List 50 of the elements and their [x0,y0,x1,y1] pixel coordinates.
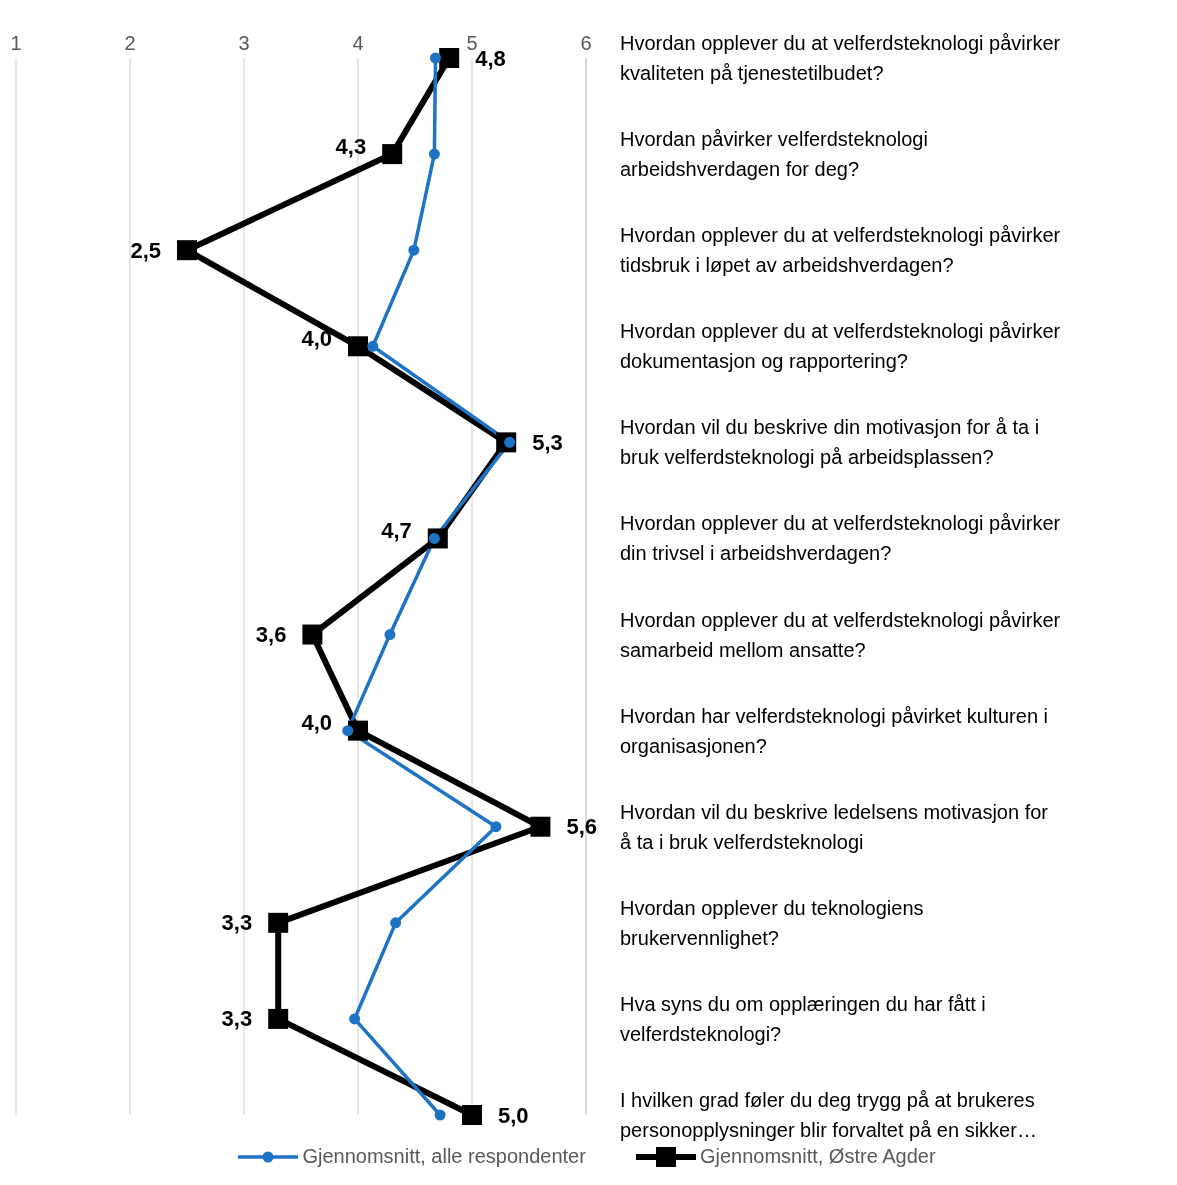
y-tick-label: Hvordan vil du beskrive ledelsens motivasjon for å ta i bruk velferdsteknologi [620,800,1049,853]
data-label: 4,3 [335,133,367,159]
point [390,917,402,929]
data-label: 3,3 [221,1006,253,1032]
point [367,340,379,352]
y-tick-label: I hvilken grad føler du deg trygg på at brukeres personopplysninger blir forvaltet på en sikker… [620,1089,1037,1141]
point [268,1008,289,1029]
point [342,725,354,737]
x-tick-label: 3 [238,32,250,54]
point [302,624,323,645]
x-tick-label: 5 [466,32,478,54]
point [348,336,368,357]
y-tick-label: Hvordan har velferdsteknologi påvirket kulturen i organisasjonen? [620,704,1048,757]
y-tick-label: Hvordan opplever du at velferdsteknologi påvirker kvaliteten på tjenestetilbudet? [620,32,1061,84]
point [434,1109,446,1121]
y-tick-label: Hvordan opplever du at velferdsteknologi påvirker tidsbruk i løpet av arbeidshverdagen? [620,224,1061,277]
point [384,629,396,641]
y-tick-label: Hvordan vil du beskrive din motivasjon for å ta i bruk velferdsteknologi på arbeidsplassen? [620,416,1040,469]
x-tick-label: 2 [124,32,136,54]
y-tick-label: Hva syns du om opplæringen du har fått i velferdsteknologi? [620,992,986,1045]
data-label: 3,6 [255,622,287,648]
x-tick-label: 6 [580,32,592,54]
point [490,821,502,833]
x-tick-label: 1 [10,32,22,54]
point [430,52,442,64]
legend-label: Gjennomsnitt, alle respondenter [302,1145,586,1168]
point [349,1013,361,1025]
data-label: 4,7 [381,517,412,543]
y-tick-label: Hvordan opplever du at velferdsteknologi påvirker samarbeid mellom ansatte? [620,608,1061,661]
point [428,148,440,160]
point [462,1105,482,1125]
data-label: 2,5 [130,237,161,263]
point [177,240,197,261]
point [408,244,420,256]
y-tick-label: Hvordan opplever du at velferdsteknologi påvirker din trivsel i arbeidshverdagen? [620,512,1061,565]
y-tick-label: Hvordan påvirker velferdsteknologi arbeidshverdagen for deg? [620,128,928,181]
point [530,816,551,837]
y-tick-label: Hvordan opplever du teknologiens brukervennlighet? [620,896,924,949]
point [439,48,460,68]
data-label: 5,0 [498,1102,529,1128]
data-label: 4,0 [301,325,332,351]
legend-label: Gjennomsnitt, Østre Agder [699,1145,936,1168]
data-label: 5,6 [566,814,597,840]
y-tick-label: Hvordan opplever du at velferdsteknologi påvirker dokumentasjon og rapportering? [620,320,1061,373]
data-label: 5,3 [532,429,563,455]
data-label: 4,0 [301,710,332,736]
x-tick-label: 4 [352,32,364,54]
point [382,144,403,165]
data-label: 3,3 [221,910,253,936]
point [268,912,289,933]
